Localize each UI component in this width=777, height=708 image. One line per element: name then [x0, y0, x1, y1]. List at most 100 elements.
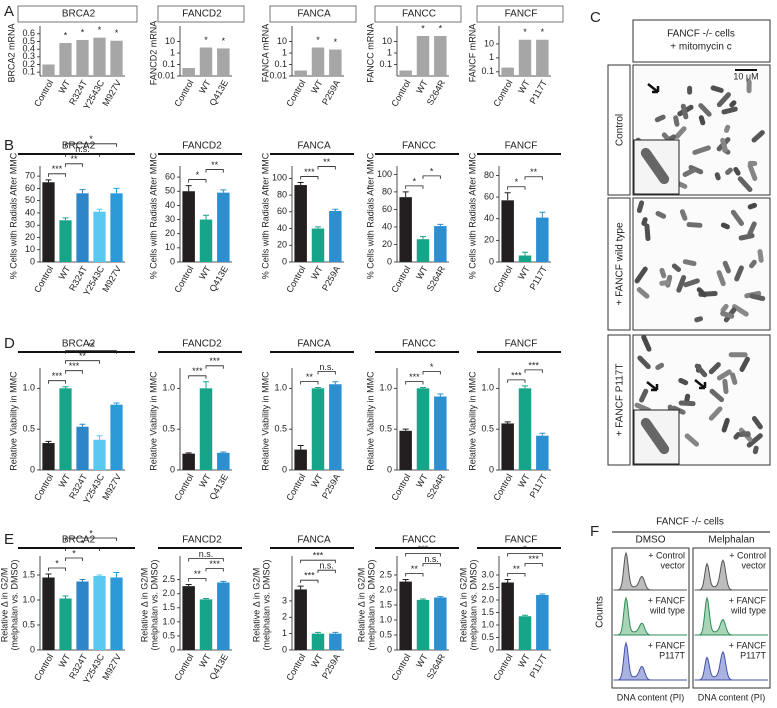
- y-tick-label: 40: [277, 223, 287, 233]
- bar: [42, 182, 55, 262]
- error-bar: [402, 579, 409, 582]
- y-tick-label: 20: [382, 239, 392, 249]
- x-tick-label: WT: [414, 264, 430, 282]
- bar: [110, 40, 123, 76]
- bar: [182, 453, 195, 470]
- significance-bracket: [205, 568, 224, 572]
- chromosome: [659, 267, 667, 279]
- error-bar: [332, 381, 339, 385]
- y-tick-label: 0.1: [481, 66, 494, 76]
- error-bar: [332, 208, 339, 211]
- y-tick-label: 3.0: [481, 569, 494, 579]
- error-bar: [203, 214, 209, 220]
- chromosome: [732, 304, 749, 317]
- y-tick-label: 40: [484, 213, 494, 223]
- bar: [399, 581, 412, 650]
- y-tick-label: 1: [282, 628, 287, 638]
- error-bar: [45, 573, 52, 578]
- x-tick-label: Control: [172, 264, 195, 294]
- y-tick-label: 0.01: [269, 70, 287, 80]
- histogram-label: + Control: [729, 550, 766, 560]
- bar: [294, 449, 307, 470]
- significance-label: ***: [528, 360, 539, 370]
- error-bar: [62, 217, 69, 221]
- chromosome: [655, 362, 665, 370]
- panel-label: D: [4, 335, 15, 352]
- x-tick-label: WT: [516, 472, 532, 490]
- y-tick-label: 2.5: [162, 574, 175, 584]
- bar: [416, 36, 430, 76]
- error-bar: [522, 614, 528, 617]
- significance-label: ***: [418, 544, 429, 554]
- y-tick-label: 100: [377, 169, 392, 179]
- column-label: Melphalan: [708, 535, 754, 546]
- significance-label: n.s.: [75, 144, 90, 154]
- y-tick-label: 0: [387, 644, 392, 654]
- bar: [59, 388, 72, 470]
- error-bar: [79, 189, 86, 194]
- histogram: [613, 551, 687, 591]
- chromosome: [716, 92, 731, 108]
- significance-bracket: [524, 563, 543, 567]
- bar: [217, 582, 230, 650]
- y-tick-label: 1: [282, 47, 287, 57]
- x-tick-label: WT: [309, 264, 325, 282]
- y-axis-label: % Cells with Radials After MMC: [148, 152, 158, 279]
- error-bar: [539, 593, 546, 595]
- header-text: + mitomycin c: [670, 42, 731, 53]
- chromosome: [752, 445, 759, 455]
- histogram-label: + FANCF: [729, 595, 767, 605]
- significance-label: **: [306, 372, 314, 382]
- header-text: FANCF -/- cells: [667, 29, 735, 40]
- y-axis-label: Relative Viability in MMC: [365, 371, 375, 471]
- x-tick-label: Control: [491, 652, 514, 682]
- significance-label: **: [87, 341, 95, 351]
- y-tick-label: 0.2: [22, 59, 35, 69]
- significance-label: *: [413, 176, 417, 186]
- error-bar: [62, 595, 69, 599]
- micrograph: [632, 197, 771, 331]
- y-axis-label: Counts: [595, 596, 606, 628]
- y-tick-label: 2.0: [379, 584, 392, 594]
- y-axis-label: (melphalan vs. DMSO): [261, 559, 271, 650]
- x-tick-label: WT: [197, 264, 213, 282]
- bar: [110, 193, 123, 262]
- chromosome: [751, 130, 765, 143]
- chromosome: [716, 270, 726, 287]
- y-tick-label: 0: [387, 256, 392, 266]
- significance-label: ***: [511, 370, 522, 380]
- significance-bracket: [405, 185, 424, 189]
- chromosome: [710, 85, 724, 93]
- panel-label: C: [590, 9, 601, 26]
- chromosome: [686, 222, 703, 228]
- bar: [416, 388, 430, 470]
- histogram-frame: [692, 547, 771, 689]
- bar: [76, 426, 89, 470]
- error-bar: [96, 574, 103, 576]
- bar: [434, 226, 447, 262]
- bar: [42, 64, 55, 76]
- significance-bracket: [188, 375, 207, 379]
- chromosome: [644, 223, 651, 242]
- y-tick-label: 1.0: [379, 383, 392, 393]
- significance-label: **: [194, 569, 202, 579]
- chromosome: [746, 433, 763, 448]
- error-bar: [315, 387, 321, 389]
- y-tick-label: 0.6: [22, 28, 35, 38]
- x-tick-label: WT: [57, 472, 73, 490]
- histogram-label: + FANCF: [648, 640, 686, 650]
- y-tick-label: 0.1: [379, 59, 392, 69]
- significance-star: *: [334, 37, 338, 47]
- y-tick-label: 2.5: [481, 582, 494, 592]
- chart-title: FANCF: [505, 9, 538, 20]
- chromosome: [733, 432, 741, 440]
- bar: [110, 577, 123, 650]
- x-tick-label: WT: [516, 264, 532, 282]
- significance-bracket: [65, 547, 100, 551]
- title-box: [476, 5, 564, 23]
- bar: [434, 36, 447, 76]
- error-bar: [62, 386, 69, 389]
- error-bar: [113, 402, 120, 405]
- bar: [199, 219, 213, 262]
